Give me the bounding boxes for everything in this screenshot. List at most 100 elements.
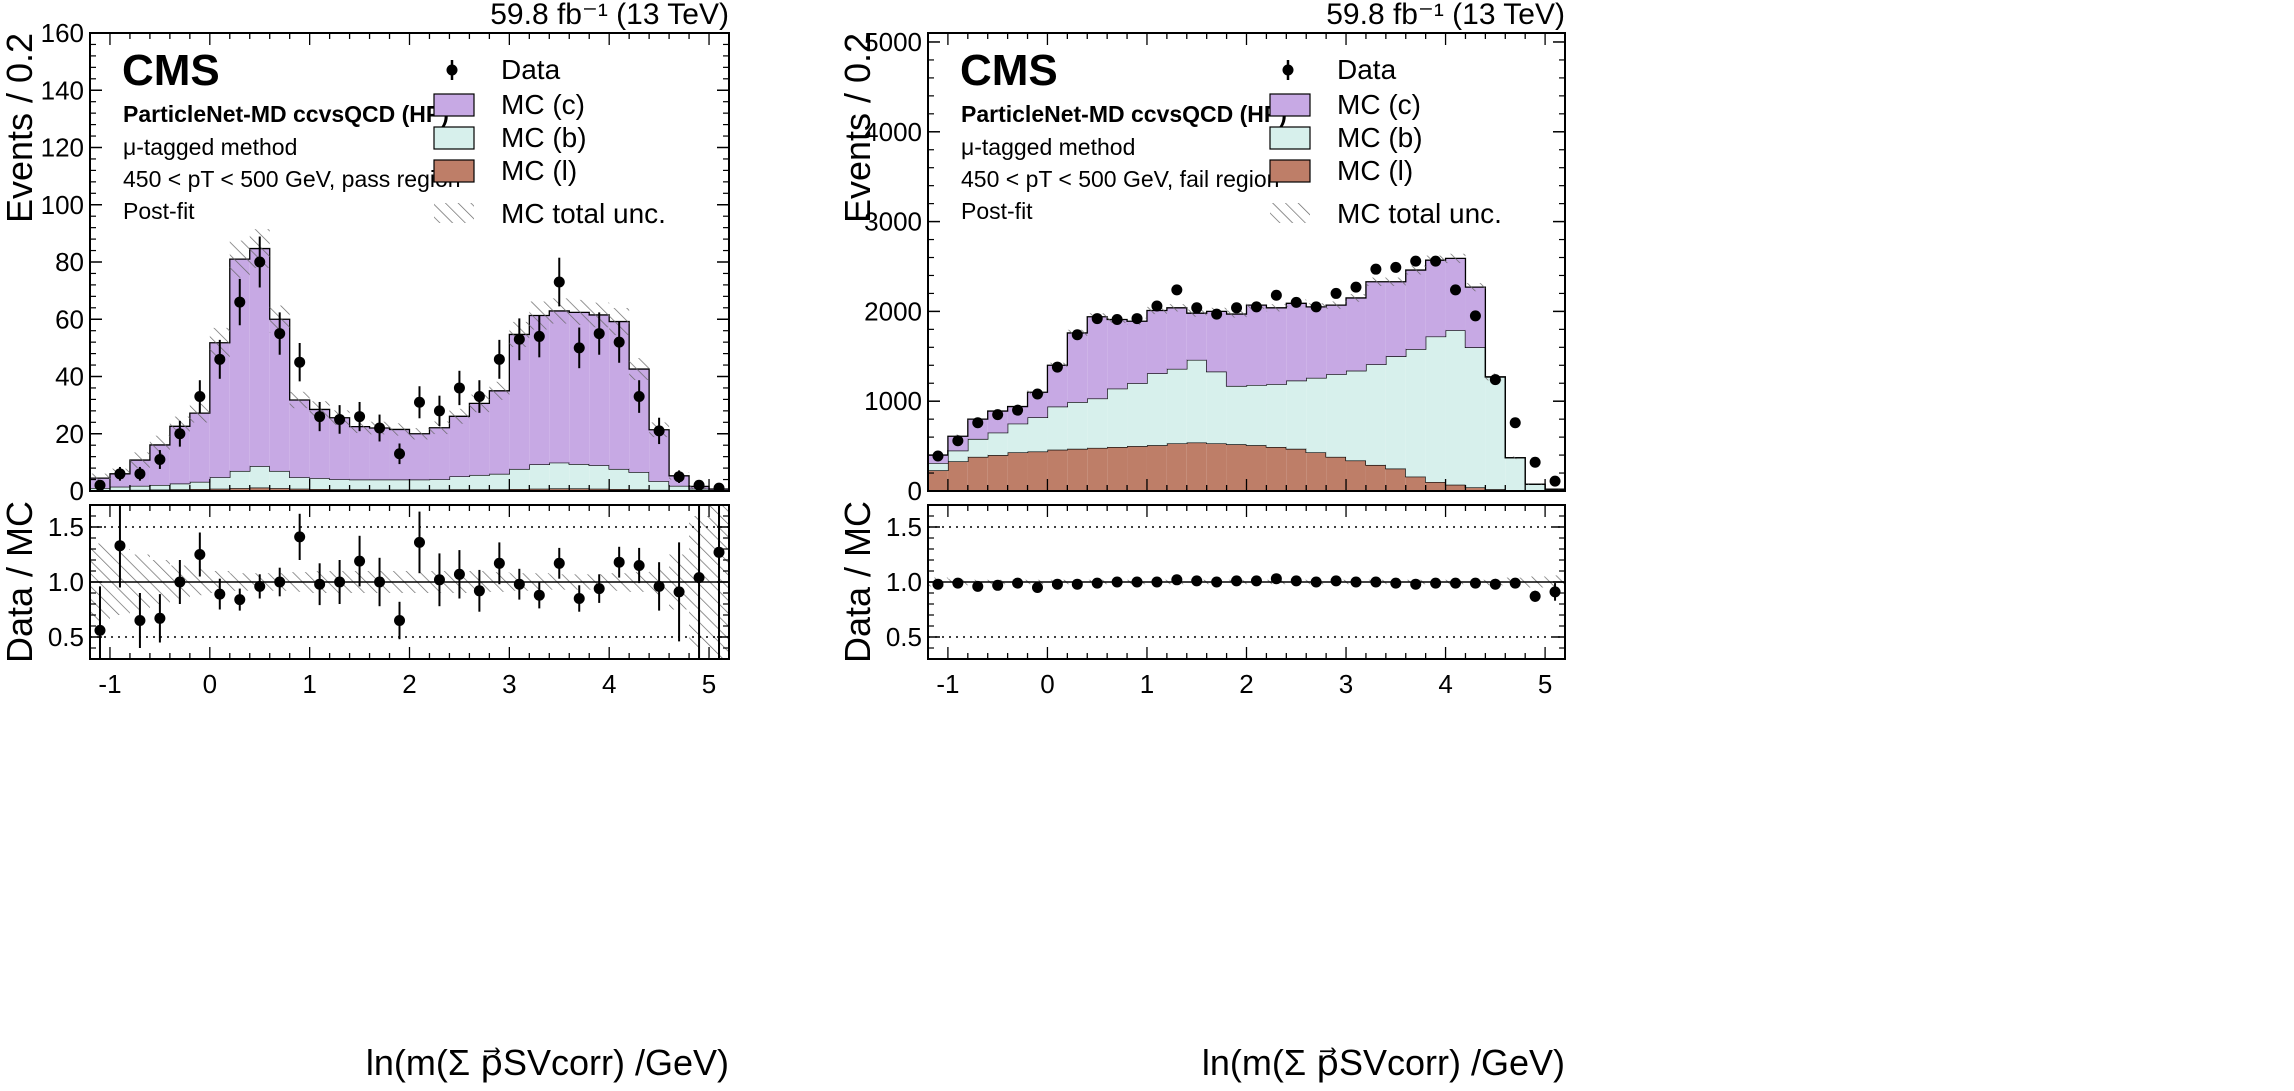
ratio-point: [1131, 576, 1143, 588]
ratio-point: [1350, 576, 1362, 588]
mc-bar-mc_c: [349, 426, 370, 480]
mc-unc-band: [129, 452, 150, 468]
mc-bar-mc_l: [209, 488, 230, 491]
mc-unc-band: [449, 408, 470, 424]
mc-unc-band: [409, 428, 430, 440]
data-point: [972, 417, 984, 429]
data-point: [1330, 287, 1342, 299]
mc-bar-mc_c: [309, 409, 330, 479]
legend-data-marker: [1282, 64, 1294, 76]
cms-label: CMS: [960, 46, 1058, 95]
mc-bar-mc_b: [669, 485, 690, 491]
pt-range-label: 450 < pT < 500 GeV, fail region: [961, 166, 1279, 192]
data-point: [1171, 284, 1183, 296]
mc-bar-mc_l: [1326, 456, 1347, 491]
mc-bar-mc_c: [169, 426, 190, 484]
data-point: [1051, 361, 1063, 373]
data-point: [1012, 404, 1024, 416]
data-point: [433, 405, 445, 417]
mc-bar-mc_l: [1365, 464, 1386, 491]
ratio-point: [932, 578, 944, 590]
mc-bar-mc_b: [1485, 376, 1506, 490]
mc-bar-mc_b: [1027, 417, 1048, 452]
mc-bar-mc_c: [529, 315, 550, 465]
data-point: [1270, 289, 1282, 301]
mc-bar-mc_c: [409, 433, 430, 480]
ratio-point: [314, 578, 326, 590]
mc-bar-mc_b: [269, 470, 290, 489]
mc-bar-mc_l: [529, 488, 550, 491]
data-point: [1370, 263, 1382, 275]
mc-unc-band: [429, 421, 450, 435]
data-point: [114, 468, 126, 480]
fit-state-label: Post-fit: [961, 198, 1033, 224]
mc-bar-mc_b: [209, 477, 230, 489]
mc-bar-mc_b: [489, 473, 510, 490]
mc-bar-mc_c: [209, 342, 230, 478]
mc-bar-mc_l: [1127, 446, 1147, 491]
ratio-point: [1529, 590, 1541, 602]
ratio-point: [453, 568, 465, 580]
data-point: [374, 422, 386, 434]
legend-label-unc: MC total unc.: [1337, 198, 1502, 229]
x-tick-label: 5: [702, 669, 716, 699]
x-axis-label: ln(m(Σ p⃗SVcorr) /GeV): [366, 1042, 729, 1083]
tagger-label: ParticleNet-MD ccvsQCD (HP): [123, 101, 449, 127]
mc-bar-mc_c: [509, 334, 530, 469]
mc-bar-mc_b: [1166, 368, 1187, 444]
ratio-y-tick-label: 1.5: [48, 512, 84, 542]
mc-bar-mc_l: [509, 488, 530, 491]
ratio-point: [992, 579, 1004, 591]
ratio-y-axis-label: Data / MC: [837, 501, 878, 663]
mc-bar-mc_b: [449, 476, 470, 490]
mc-bar-mc_c: [1127, 321, 1147, 384]
ratio-point: [1410, 578, 1422, 590]
mc-bar-mc_l: [1405, 476, 1426, 491]
ratio-point: [1111, 576, 1123, 588]
data-point: [1250, 301, 1262, 313]
data-point: [1410, 255, 1422, 267]
ratio-point: [1509, 577, 1521, 589]
mc-bar-mc_c: [1365, 281, 1386, 365]
mc-unc-band: [1166, 304, 1187, 312]
x-axis-label: ln(m(Σ p⃗SVcorr) /GeV): [1202, 1042, 1565, 1083]
data-point: [1549, 475, 1561, 487]
y-tick-label: 80: [55, 247, 84, 277]
mc-bar-mc_b: [928, 463, 948, 471]
ratio-plot-area: [90, 505, 729, 659]
mc-unc-band: [90, 473, 110, 483]
mc-unc-band: [1385, 277, 1406, 286]
x-tick-label: 5: [1538, 669, 1552, 699]
mc-bar-mc_b: [1226, 385, 1247, 445]
mc-bar-mc_b: [947, 450, 968, 462]
mc-bar-mc_b: [349, 479, 370, 490]
mc-bar-mc_b: [129, 485, 150, 490]
data-point: [174, 428, 186, 440]
data-point: [234, 296, 246, 308]
mc-bar-mc_b: [309, 478, 330, 489]
ratio-point: [673, 586, 685, 598]
mc-unc-band: [389, 423, 410, 436]
mc-bar-mc_b: [1186, 359, 1207, 443]
mc-bar-mc_c: [1306, 306, 1327, 378]
mc-bar-mc_l: [1266, 446, 1287, 491]
mc-bar-mc_c: [1107, 319, 1128, 389]
mc-bar-mc_c: [449, 416, 470, 477]
ratio-point: [194, 549, 206, 560]
mc-bar-mc_b: [629, 472, 650, 490]
ratio-point: [274, 576, 286, 588]
data-point: [254, 256, 266, 268]
x-tick-label: 2: [402, 669, 416, 699]
ratio-point: [334, 576, 346, 588]
x-tick-label: 1: [1140, 669, 1154, 699]
mc-bar-mc_l: [289, 488, 310, 491]
mc-bar-mc_l: [1226, 444, 1247, 491]
mc-bar-mc_b: [1425, 336, 1446, 483]
mc-bar-mc_c: [1246, 305, 1267, 386]
y-tick-label: 100: [41, 190, 84, 220]
ratio-point: [1549, 586, 1561, 598]
mc-bar-mc_l: [609, 488, 630, 491]
ratio-y-tick-label: 1.0: [48, 567, 84, 597]
x-tick-label: 1: [302, 669, 316, 699]
